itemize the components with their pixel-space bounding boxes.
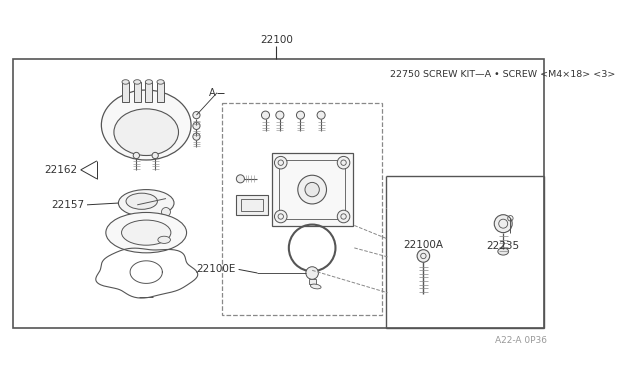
Ellipse shape	[145, 80, 152, 84]
Bar	[272, 153, 353, 227]
Ellipse shape	[134, 80, 141, 84]
Circle shape	[337, 156, 350, 169]
Circle shape	[193, 133, 200, 140]
Text: A: A	[209, 88, 216, 98]
Circle shape	[152, 153, 158, 158]
Bar	[134, 82, 141, 102]
Text: 22100E: 22100E	[196, 264, 236, 275]
Circle shape	[275, 156, 287, 169]
Bar	[13, 59, 543, 328]
Circle shape	[161, 208, 170, 217]
Bar	[145, 82, 152, 102]
Circle shape	[305, 182, 319, 197]
Circle shape	[193, 112, 200, 119]
Circle shape	[317, 111, 325, 119]
Text: 22235: 22235	[486, 241, 520, 251]
Ellipse shape	[118, 190, 174, 217]
Ellipse shape	[122, 220, 171, 245]
Circle shape	[417, 250, 429, 262]
Ellipse shape	[114, 109, 179, 155]
Bar	[241, 199, 263, 211]
Ellipse shape	[101, 90, 191, 160]
Circle shape	[494, 215, 512, 232]
Bar	[279, 160, 346, 219]
Circle shape	[337, 210, 350, 223]
Text: A22-A 0P36: A22-A 0P36	[495, 336, 547, 345]
Circle shape	[133, 153, 140, 158]
Circle shape	[262, 111, 269, 119]
Text: 22750 SCREW KIT—A • SCREW <M4×18> <3>: 22750 SCREW KIT—A • SCREW <M4×18> <3>	[390, 70, 616, 79]
Bar	[122, 82, 129, 102]
Ellipse shape	[106, 212, 187, 253]
Ellipse shape	[498, 248, 509, 255]
Text: 22100A: 22100A	[403, 240, 444, 250]
Text: 22157: 22157	[51, 200, 84, 210]
Circle shape	[298, 175, 326, 204]
Circle shape	[296, 111, 305, 119]
Ellipse shape	[122, 80, 129, 84]
Ellipse shape	[126, 193, 157, 209]
Circle shape	[306, 267, 319, 279]
Text: 22100: 22100	[260, 35, 292, 45]
Bar	[236, 195, 268, 215]
Circle shape	[236, 175, 244, 183]
Bar	[308, 279, 316, 284]
Circle shape	[193, 122, 200, 129]
Circle shape	[275, 210, 287, 223]
Ellipse shape	[158, 236, 170, 243]
Bar	[157, 82, 164, 102]
Bar	[223, 103, 382, 315]
Ellipse shape	[157, 80, 164, 84]
Text: 22162: 22162	[44, 165, 77, 175]
Circle shape	[276, 111, 284, 119]
Ellipse shape	[310, 284, 321, 289]
